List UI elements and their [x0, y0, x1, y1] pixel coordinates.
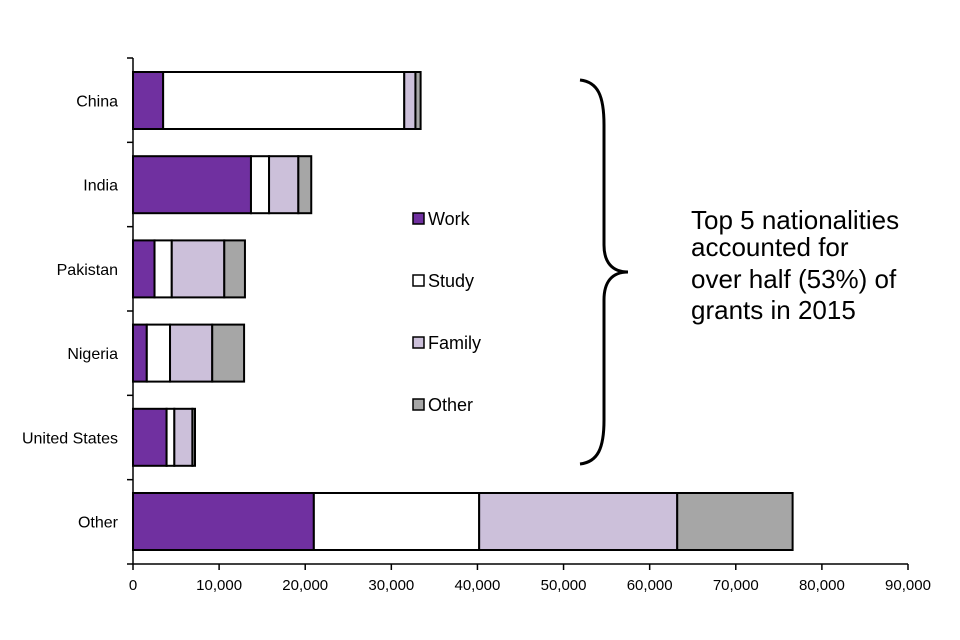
x-tick-label: 0	[129, 577, 137, 594]
legend: Work Study Family Other	[412, 209, 481, 415]
legend-label-work: Work	[428, 209, 471, 229]
category-label: United States	[22, 430, 118, 447]
bar-other-other	[676, 492, 794, 551]
legend-label-family: Family	[428, 333, 481, 353]
bar-family-other	[478, 492, 679, 551]
bar-family-china	[403, 71, 417, 130]
annotation-line: Top 5 nationalities	[691, 205, 899, 235]
curly-brace	[579, 78, 629, 466]
bar-work-pakistan	[132, 239, 156, 299]
x-tick-label: 30,000	[368, 577, 414, 594]
bar-work-india	[132, 155, 252, 215]
legend-swatch-family	[412, 336, 425, 349]
legend-label-other: Other	[428, 395, 473, 415]
x-tick-label: 50,000	[541, 577, 587, 594]
bar-study-nigeria	[145, 323, 172, 383]
annotation-line: over half (53%) of	[691, 264, 897, 294]
legend-label-study: Study	[428, 271, 474, 291]
annotation-line: grants in 2015	[691, 295, 856, 325]
x-tick-label: 20,000	[282, 577, 328, 594]
bar-work-other	[132, 492, 315, 551]
axes-group: China India Pakistan Nigeria United States Ot…	[22, 57, 931, 594]
bar-work-china	[132, 71, 165, 130]
x-tick-label: 10,000	[196, 577, 242, 594]
bar-family-nigeria	[169, 323, 214, 383]
x-tick-label: 70,000	[713, 577, 759, 594]
legend-swatch-other	[412, 398, 425, 411]
legend-swatch-study	[412, 274, 425, 287]
bar-study-pakistan	[153, 239, 173, 299]
category-label: India	[83, 178, 118, 195]
bar-family-pakistan	[170, 239, 226, 299]
bar-other-india	[297, 155, 313, 215]
bar-study-india	[249, 155, 271, 215]
bar-study-other	[312, 492, 481, 551]
bar-study-united-states	[165, 407, 176, 467]
bar-work-nigeria	[132, 323, 148, 383]
annotation-line: accounted for	[691, 232, 849, 262]
bar-other-nigeria	[211, 323, 246, 383]
bar-family-united-states	[173, 407, 194, 467]
category-label: Other	[78, 515, 119, 532]
x-tick-label: 60,000	[627, 577, 673, 594]
bar-other-pakistan	[223, 239, 246, 299]
bar-study-china	[162, 71, 406, 130]
bar-family-india	[268, 155, 300, 215]
bar-other-united-states	[191, 407, 197, 467]
category-label: Nigeria	[67, 346, 118, 363]
x-tick-label: 40,000	[454, 577, 500, 594]
category-label: Pakistan	[57, 262, 118, 279]
x-tick-label: 80,000	[799, 577, 845, 594]
bar-other-china	[414, 71, 422, 130]
bars-group	[132, 71, 794, 551]
x-tick-label: 90,000	[885, 577, 931, 594]
legend-swatch-work	[412, 212, 425, 225]
annotation-text: Top 5 nationalities accounted for over h…	[691, 205, 904, 325]
category-label: China	[76, 94, 118, 111]
bar-work-united-states	[132, 407, 168, 467]
